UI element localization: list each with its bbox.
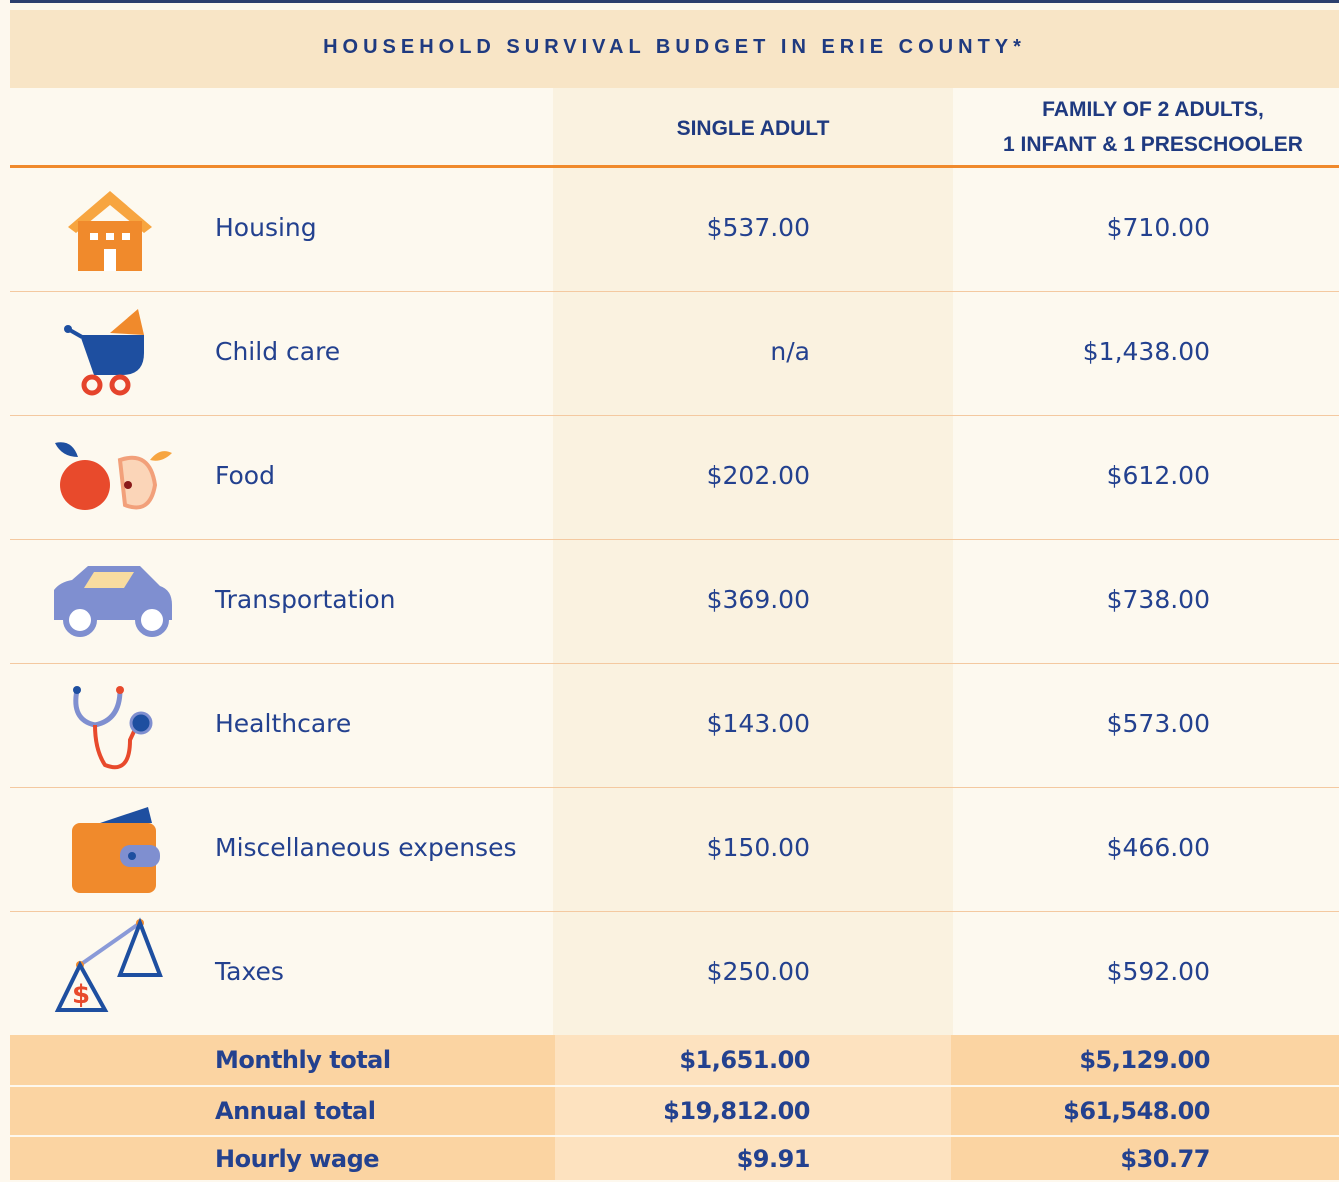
wallet-icon [72,807,160,893]
cell-value: $710.00 [1106,213,1210,242]
row-label: Miscellaneous expenses [215,833,517,862]
row-separator [10,539,1339,540]
stethoscope-icon [73,686,153,770]
cell-value: $612.00 [1106,461,1210,490]
title: HOUSEHOLD SURVIVAL BUDGET IN ERIE COUNTY… [323,36,1026,58]
title-band [10,10,1339,88]
row-label: Child care [215,337,341,366]
column-bg [553,88,953,1035]
total-value: $19,812.00 [663,1097,810,1125]
total-row-bg [555,1137,951,1180]
cell-value: $143.00 [706,709,810,738]
car-icon [54,566,172,637]
header-rule [10,165,1339,168]
row-separator [10,787,1339,788]
cell-value: $592.00 [1106,957,1210,986]
cell-value: $537.00 [706,213,810,242]
row-label: Taxes [215,957,284,986]
row-label: Transportation [215,585,396,614]
svg-text:$: $ [72,980,90,1010]
cell-value: $573.00 [1106,709,1210,738]
total-label: Annual total [215,1097,376,1125]
cell-value: $738.00 [1106,585,1210,614]
row-separator [10,291,1339,292]
total-row-bg [555,1035,951,1085]
cell-value: n/a [770,337,810,366]
total-value: $30.77 [1120,1144,1210,1173]
cell-value: $250.00 [706,957,810,986]
row-label: Housing [215,213,317,242]
total-value: $61,548.00 [1063,1097,1210,1125]
total-label: Hourly wage [215,1144,380,1173]
cell-value: $369.00 [706,585,810,614]
row-label: Food [215,461,275,490]
total-value: $9.91 [736,1144,811,1173]
row-separator [10,663,1339,664]
column-header: SINGLE ADULT [676,117,830,140]
total-label: Monthly total [215,1046,391,1074]
row-label: Healthcare [215,709,352,738]
house-icon [68,191,152,271]
scales-icon: $ [54,917,163,1012]
row-separator [10,415,1339,416]
stroller-icon [64,309,144,396]
column-header: FAMILY OF 2 ADULTS, [1042,98,1264,121]
row-separator [10,911,1339,912]
total-row-bg [555,1087,951,1135]
cell-value: $466.00 [1106,833,1210,862]
cell-value: $1,438.00 [1082,337,1210,366]
column-bg [953,88,1339,1035]
cell-value: $150.00 [706,833,810,862]
total-value: $1,651.00 [679,1046,810,1074]
cell-value: $202.00 [706,461,810,490]
top-rule [10,0,1339,10]
fruit-icon [55,442,172,510]
column-header: 1 INFANT & 1 PRESCHOOLER [1003,133,1303,156]
total-value: $5,129.00 [1079,1046,1210,1074]
